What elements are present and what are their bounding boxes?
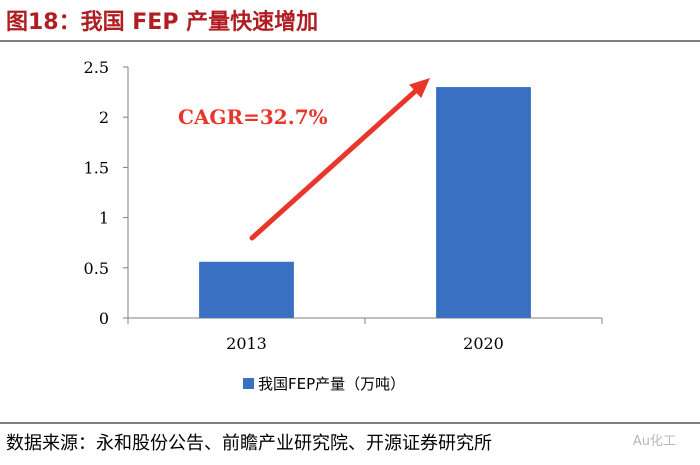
bottom-rule: [0, 422, 700, 424]
y-axis: 0 0.5 1 1.5 2 2.5: [84, 58, 129, 328]
bar-2013: [199, 261, 294, 318]
legend-swatch: [243, 378, 254, 389]
bar-2020: [436, 87, 531, 318]
top-rule: [0, 40, 700, 42]
watermark: Au化工: [632, 434, 676, 449]
cagr-arrowhead: [409, 78, 430, 99]
bar-chart: 0 0.5 1 1.5 2 2.5 2013 2020 CAGR=32.7% 我国FEP产量…: [84, 58, 603, 393]
y-tick-label: 0.5: [84, 259, 109, 278]
bars: [199, 87, 531, 318]
y-tick-label: 2: [99, 108, 109, 127]
cagr-annotation: CAGR=32.7%: [178, 78, 430, 241]
y-tick-label: 2.5: [84, 58, 109, 77]
x-axis: 2013 2020: [127, 317, 603, 353]
cagr-arrow: [249, 88, 418, 241]
source-note: 数据来源：永和股份公告、前瞻产业研究院、开源证券研究所: [6, 433, 492, 454]
y-tick-label: 1: [99, 209, 109, 228]
y-tick-label: 0: [99, 309, 109, 328]
figure-header: 图18：我国 FEP 产量快速增加: [0, 0, 700, 44]
x-tick-label: 2013: [226, 334, 267, 353]
cagr-label: CAGR=32.7%: [178, 105, 328, 129]
legend: 我国FEP产量（万吨）: [243, 375, 405, 393]
legend-label: 我国FEP产量（万吨）: [258, 375, 405, 393]
figure-title: 图18：我国 FEP 产量快速增加: [6, 10, 319, 35]
x-tick-label: 2020: [463, 334, 504, 353]
y-tick-label: 1.5: [84, 158, 109, 177]
